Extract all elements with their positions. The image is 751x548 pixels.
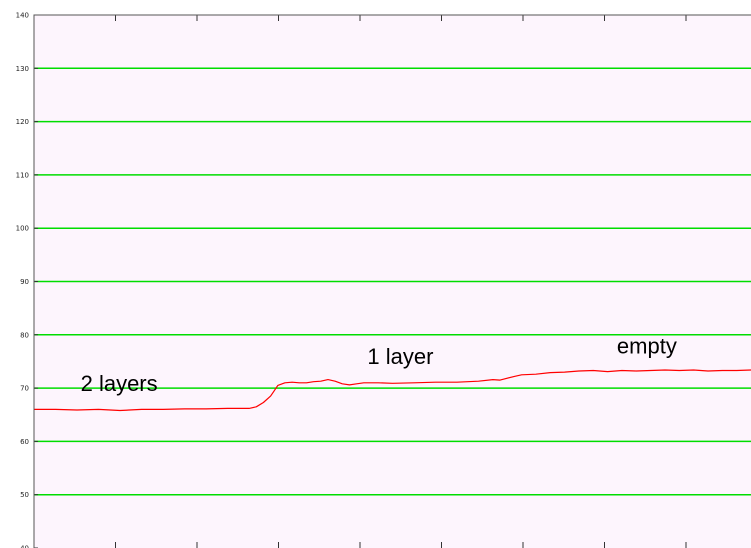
y-tick-label: 50 <box>20 491 29 499</box>
series-layer <box>34 369 751 412</box>
y-tick-label: 90 <box>20 278 29 286</box>
y-tick-label: 110 <box>16 171 29 179</box>
y-tick-label: 130 <box>16 65 29 73</box>
y-tick-label: 60 <box>20 438 29 446</box>
annotation-label: 2 layers <box>81 371 158 396</box>
series-line <box>34 369 751 412</box>
annotations: 2 layers 1 layer empty <box>81 333 677 395</box>
annotation-label: empty <box>617 333 677 358</box>
annotation-label: 1 layer <box>367 344 433 369</box>
y-axis-ticks: 40 50 60 70 80 90 100 110 120 130 140 <box>16 12 38 548</box>
y-tick-label: 120 <box>16 118 29 126</box>
y-tick-label: 40 <box>20 545 29 548</box>
y-tick-label: 100 <box>16 225 29 233</box>
y-tick-label: 70 <box>20 385 29 393</box>
y-tick-label: 80 <box>20 331 29 339</box>
plot-frame <box>33 14 751 548</box>
y-tick-label: 140 <box>16 12 29 20</box>
grid-lines <box>34 67 751 496</box>
x-ticks <box>115 15 687 548</box>
